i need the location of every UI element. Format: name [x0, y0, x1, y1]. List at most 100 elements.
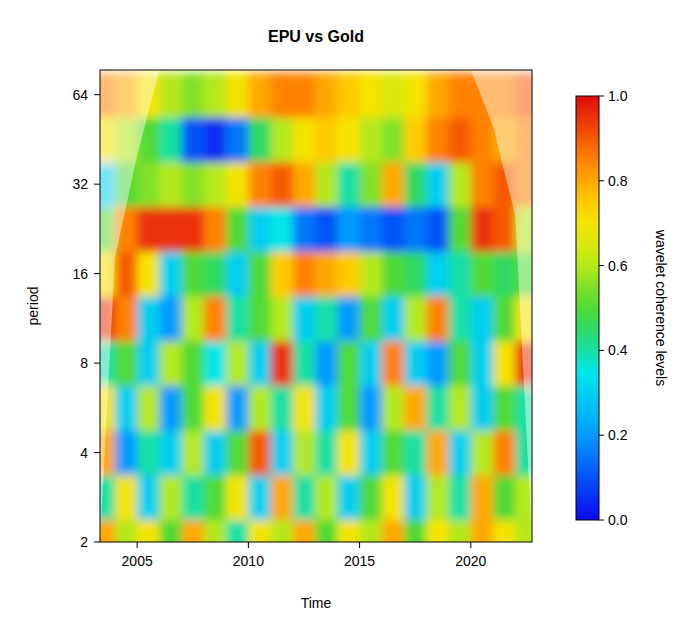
- heat-cell: [449, 475, 472, 520]
- heat-cell: [182, 520, 205, 542]
- heat-cell: [248, 385, 271, 430]
- heat-cell: [315, 117, 338, 162]
- heat-cell: [248, 117, 271, 162]
- heat-cell: [449, 520, 472, 542]
- heat-cell: [204, 72, 227, 117]
- heat-cell: [137, 341, 160, 386]
- colorbar-tick: [599, 435, 604, 436]
- plot-frame: [100, 70, 532, 542]
- heat-cell: [182, 72, 205, 117]
- heat-cell: [248, 520, 271, 542]
- heat-cell: [449, 430, 472, 475]
- title: EPU vs Gold: [268, 28, 364, 45]
- heat-cell: [493, 430, 516, 475]
- heat-cell: [471, 296, 494, 341]
- heat-cell: [426, 430, 449, 475]
- heat-cell: [315, 520, 338, 542]
- colorbar-tick-label: 0.4: [608, 342, 628, 358]
- heat-cell: [204, 117, 227, 162]
- heat-cell: [226, 207, 249, 252]
- heat-cell: [315, 162, 338, 207]
- heat-cell: [404, 117, 427, 162]
- heat-cell: [449, 296, 472, 341]
- heat-cell: [248, 207, 271, 252]
- colorbar-tick-label: 0.0: [608, 512, 628, 528]
- heat-cell: [293, 341, 316, 386]
- heat-cell: [204, 385, 227, 430]
- heat-cell: [404, 430, 427, 475]
- heat-cell: [315, 475, 338, 520]
- heat-cell: [493, 475, 516, 520]
- heat-cell: [293, 385, 316, 430]
- heat-cell: [426, 72, 449, 117]
- y-tick-label: 32: [72, 176, 88, 192]
- heat-cell: [137, 296, 160, 341]
- heat-cell: [248, 430, 271, 475]
- x-tick-label: 2005: [122, 553, 153, 569]
- heat-cell: [315, 430, 338, 475]
- heat-cell: [404, 296, 427, 341]
- heat-cell: [493, 520, 516, 542]
- heat-cell: [293, 207, 316, 252]
- heat-cell: [159, 520, 182, 542]
- heat-cell: [426, 207, 449, 252]
- chart: EPU vs Gold2005201020152020248163264Time…: [0, 0, 690, 625]
- heat-cell: [271, 162, 294, 207]
- heat-cell: [226, 296, 249, 341]
- heat-cell: [315, 385, 338, 430]
- heat-cell: [182, 162, 205, 207]
- heat-cell: [137, 385, 160, 430]
- heat-cell: [404, 385, 427, 430]
- heat-cell: [337, 251, 360, 296]
- heat-cell: [337, 72, 360, 117]
- x-tick: [359, 542, 360, 548]
- heat-cell: [115, 385, 138, 430]
- heat-cell: [404, 475, 427, 520]
- heat-cell: [115, 475, 138, 520]
- heat-cell: [382, 341, 405, 386]
- heat-cell: [382, 117, 405, 162]
- x-tick-label: 2015: [344, 553, 375, 569]
- heat-cell: [271, 520, 294, 542]
- heat-cell: [159, 251, 182, 296]
- heat-cell: [159, 296, 182, 341]
- heat-cell: [471, 520, 494, 542]
- heat-cell: [404, 520, 427, 542]
- heat-cell: [204, 341, 227, 386]
- heat-cell: [449, 117, 472, 162]
- heat-cell: [315, 207, 338, 252]
- heat-cell: [360, 117, 383, 162]
- y-tick-label: 2: [80, 534, 88, 550]
- heat-cell: [137, 207, 160, 252]
- heat-cell: [360, 72, 383, 117]
- y-tick: [94, 94, 100, 95]
- heat-cell: [204, 430, 227, 475]
- heat-cell: [137, 162, 160, 207]
- heat-cell: [115, 251, 138, 296]
- heat-cell: [115, 341, 138, 386]
- heat-cell: [426, 296, 449, 341]
- heat-cell: [159, 72, 182, 117]
- cone-of-influence: [100, 70, 532, 542]
- heat-cell: [271, 341, 294, 386]
- heat-cell: [337, 162, 360, 207]
- colorbar-tick-label: 0.6: [608, 258, 628, 274]
- heat-cell: [226, 162, 249, 207]
- heat-cell: [137, 475, 160, 520]
- heat-cell: [137, 520, 160, 542]
- heat-cell: [471, 385, 494, 430]
- heat-cell: [449, 207, 472, 252]
- x-tick: [248, 542, 249, 548]
- x-tick-label: 2010: [233, 553, 264, 569]
- heat-cell: [426, 251, 449, 296]
- y-tick: [94, 273, 100, 274]
- heat-cell: [493, 296, 516, 341]
- heat-cell: [360, 341, 383, 386]
- heat-cell: [248, 162, 271, 207]
- heat-cell: [449, 72, 472, 117]
- heat-cell: [426, 341, 449, 386]
- heat-cell: [471, 117, 494, 162]
- x-axis-title: Time: [301, 595, 332, 611]
- heat-cell: [293, 162, 316, 207]
- heat-cell: [471, 251, 494, 296]
